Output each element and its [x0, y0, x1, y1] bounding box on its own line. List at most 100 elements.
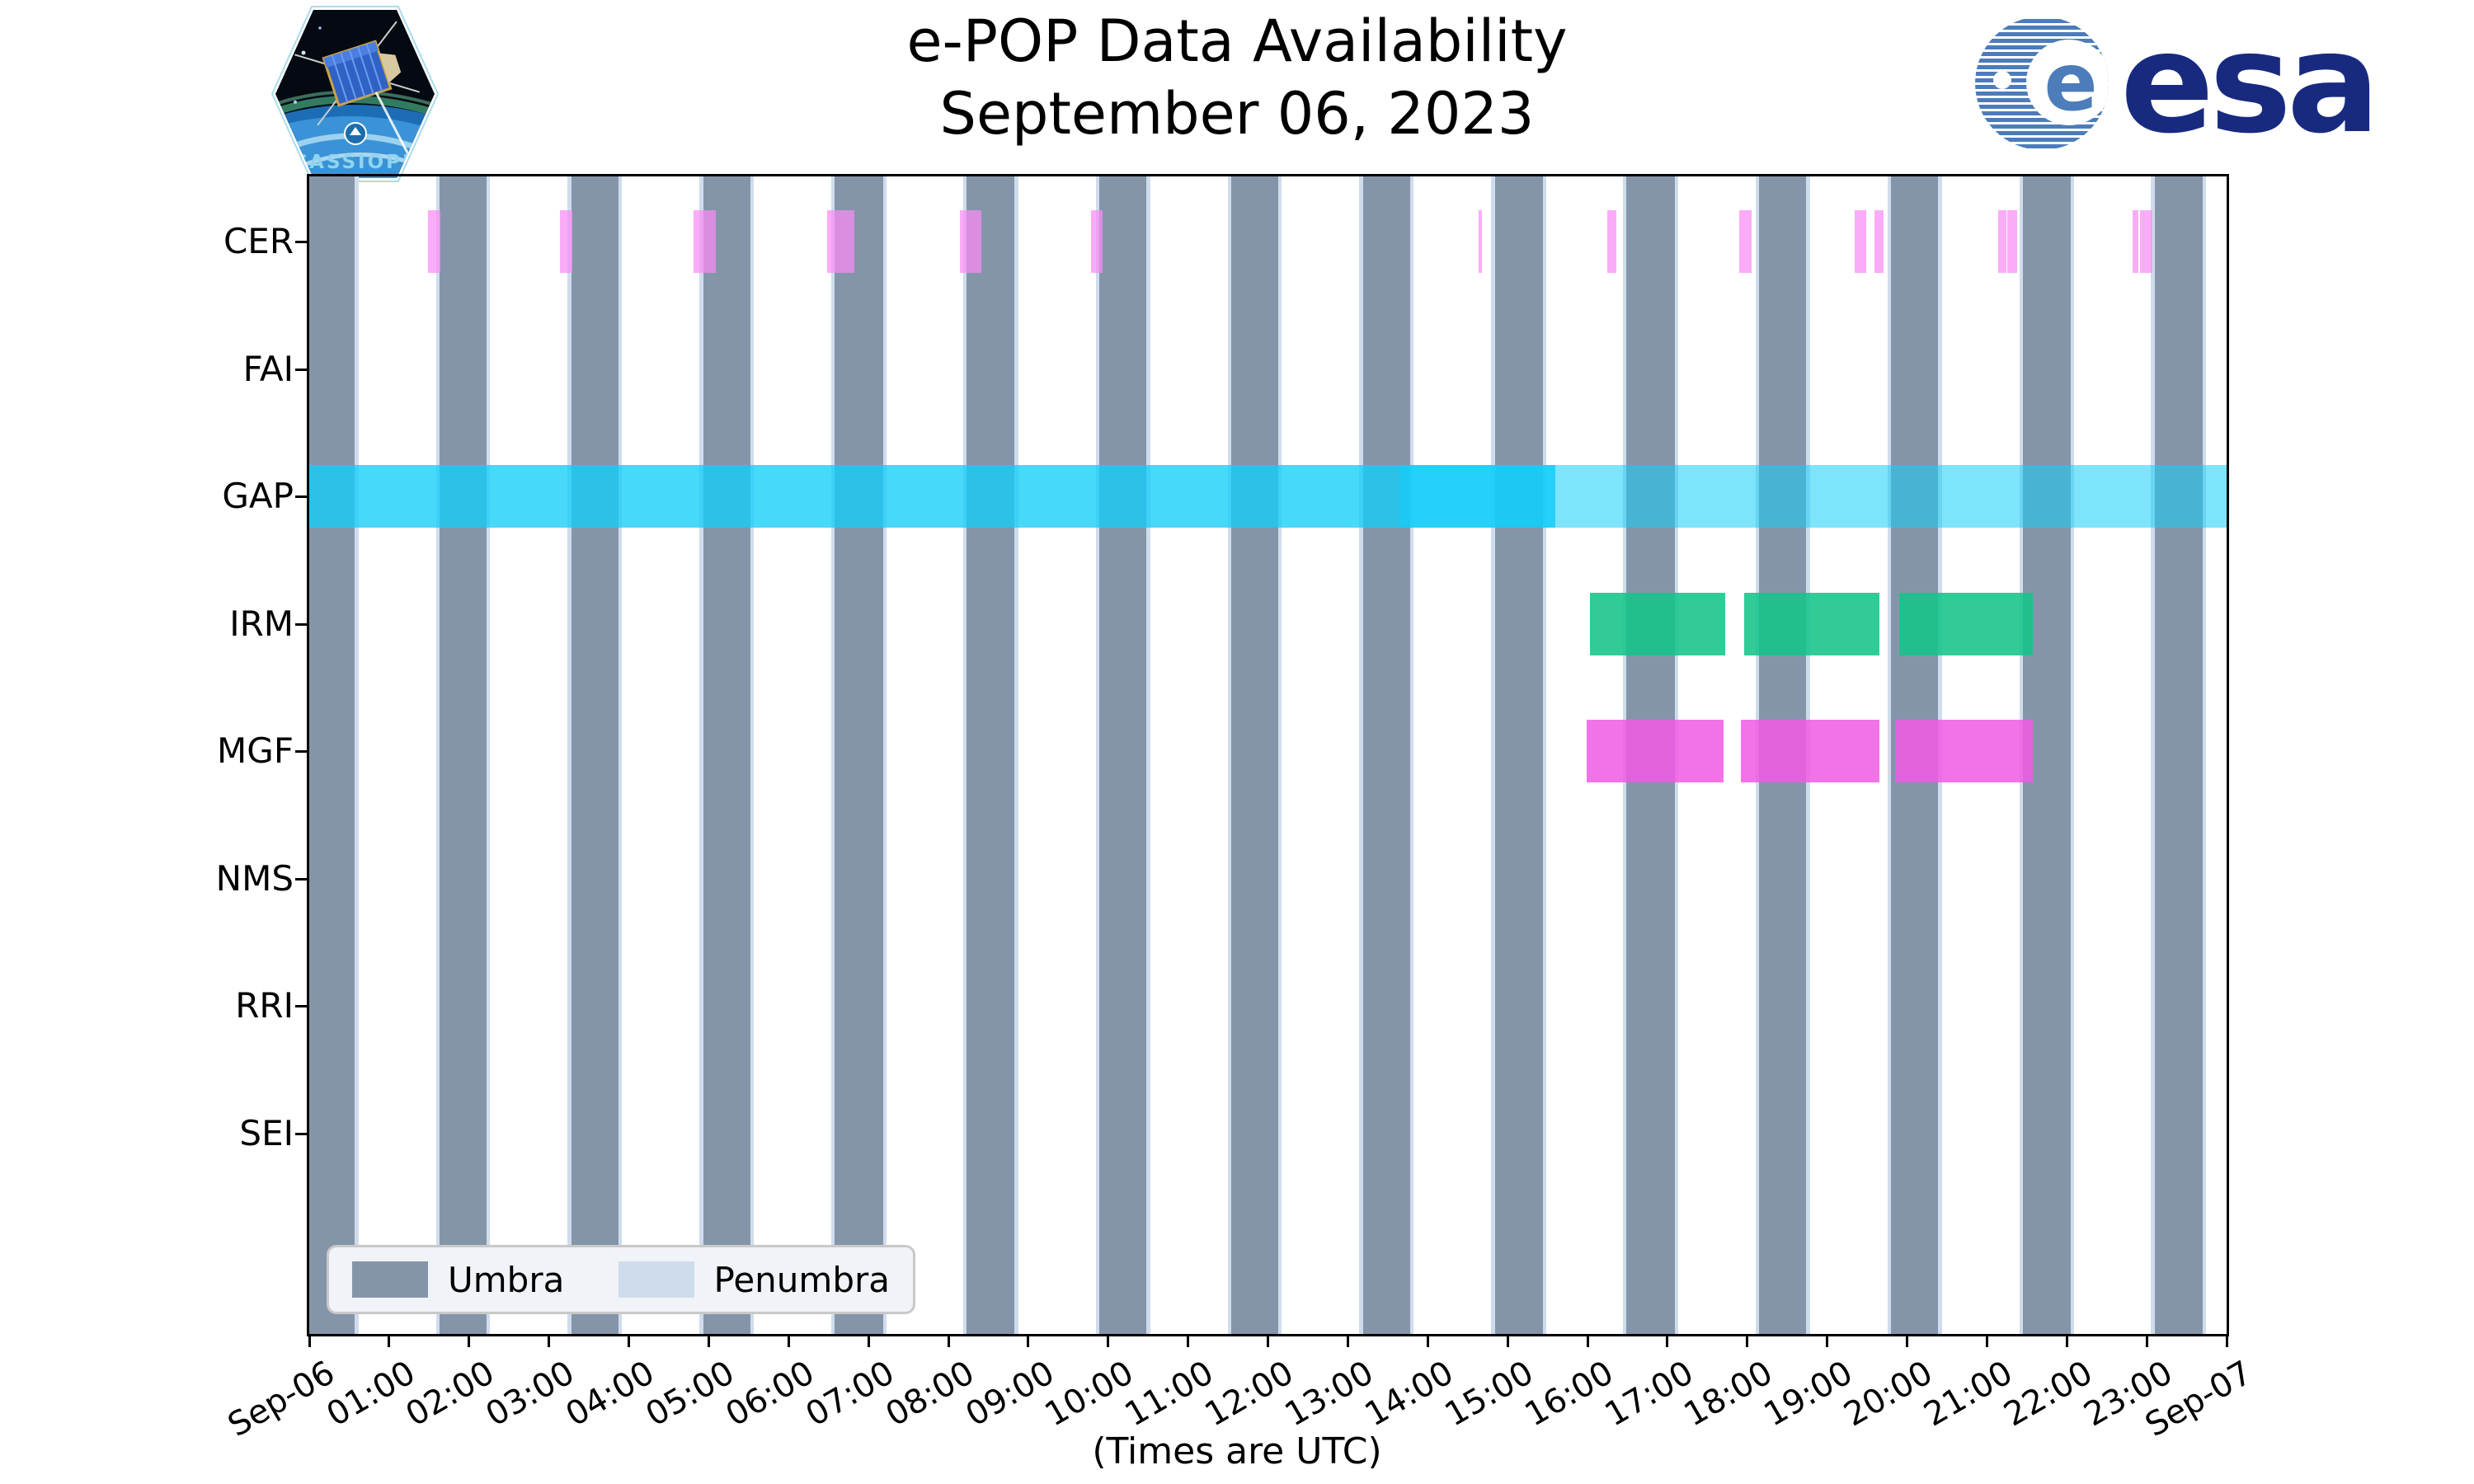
- umbra-band: [309, 176, 355, 1334]
- penumbra-band: [1491, 176, 1495, 1334]
- y-tick: [295, 1004, 309, 1007]
- umbra-band: [1494, 176, 1543, 1334]
- y-tick: [295, 240, 309, 243]
- x-tick-label: 04:00: [559, 1354, 661, 1435]
- umbra-band: [835, 176, 883, 1334]
- y-tick-label: IRM: [229, 603, 294, 644]
- penumbra-band: [1542, 176, 1547, 1334]
- penumbra-band: [750, 176, 755, 1334]
- y-tick-label: SEI: [239, 1113, 294, 1153]
- esa-emblem-letter: e: [2044, 36, 2098, 129]
- x-tick-label: 18:00: [1677, 1354, 1780, 1435]
- chart-title-block: e-POP Data Availability September 06, 20…: [0, 5, 2474, 150]
- cer-data-bar: [1479, 210, 1483, 273]
- umbra-swatch: [352, 1261, 428, 1298]
- cassiope-patch-icon: CASSIOPE: [270, 6, 440, 182]
- x-tick: [1826, 1334, 1829, 1347]
- x-tick-label: 12:00: [1198, 1354, 1300, 1435]
- y-tick: [295, 1132, 309, 1135]
- x-tick: [2065, 1334, 2068, 1347]
- y-tick-label: RRI: [235, 985, 294, 1026]
- x-tick: [787, 1334, 790, 1347]
- y-tick-label: GAP: [222, 476, 294, 516]
- penumbra-band: [2151, 176, 2155, 1334]
- x-tick: [2145, 1334, 2148, 1347]
- cer-data-bar: [2006, 210, 2018, 273]
- x-tick: [1506, 1334, 1509, 1347]
- umbra-band: [2154, 176, 2203, 1334]
- y-tick: [295, 622, 309, 626]
- gap-data-bar: [1400, 465, 1556, 528]
- umbra-band: [703, 176, 750, 1334]
- mgf-data-bar: [1741, 720, 1879, 782]
- penumbra-band: [831, 176, 835, 1334]
- x-tick-label: 19:00: [1757, 1354, 1860, 1435]
- x-axis-caption: (Times are UTC): [1092, 1430, 1382, 1472]
- cer-data-bar: [1739, 210, 1752, 273]
- irm-data-bar: [1589, 593, 1725, 655]
- penumbra-band: [1887, 176, 1892, 1334]
- y-tick-label: MGF: [217, 730, 294, 771]
- umbra-band: [1362, 176, 1410, 1334]
- esa-emblem-icon: e: [1975, 16, 2109, 150]
- x-tick: [1187, 1334, 1190, 1347]
- x-tick-label: 11:00: [1118, 1354, 1221, 1435]
- x-tick: [867, 1334, 870, 1347]
- x-tick-label: 03:00: [479, 1354, 581, 1435]
- x-tick-label: 13:00: [1278, 1354, 1380, 1435]
- mgf-data-bar: [1894, 720, 2033, 782]
- penumbra-band: [355, 176, 359, 1334]
- x-tick-label: 15:00: [1438, 1354, 1540, 1435]
- esa-emblem-dot: [1993, 71, 2011, 89]
- penumbra-band: [2071, 176, 2075, 1334]
- x-tick-label: 06:00: [719, 1354, 821, 1435]
- penumbra-legend-label: Penumbra: [713, 1259, 891, 1300]
- cassiope-patch-label: CASSIOPE: [293, 152, 417, 173]
- gap-data-bar: [1555, 465, 2227, 528]
- cer-data-bar: [693, 210, 717, 273]
- legend-item-umbra: Umbra: [352, 1260, 597, 1300]
- legend: Umbra Penumbra: [327, 1245, 915, 1314]
- x-tick-label: 02:00: [399, 1354, 501, 1435]
- x-tick: [1027, 1334, 1030, 1347]
- esa-logo: e esa: [1975, 14, 2380, 153]
- penumbra-band: [435, 176, 440, 1334]
- umbra-band: [1230, 176, 1279, 1334]
- y-tick-label: NMS: [215, 858, 294, 899]
- x-tick-label: 20:00: [1837, 1354, 1940, 1435]
- x-tick: [1746, 1334, 1749, 1347]
- x-tick-label: 05:00: [639, 1354, 741, 1435]
- x-tick: [1267, 1334, 1269, 1347]
- mgf-data-bar: [1587, 720, 1724, 782]
- umbra-band: [967, 176, 1015, 1334]
- penumbra-band: [567, 176, 571, 1334]
- penumbra-swatch: [618, 1261, 694, 1298]
- cer-data-bar: [560, 210, 572, 273]
- irm-data-bar: [1743, 593, 1879, 655]
- x-tick: [1107, 1334, 1110, 1347]
- x-tick: [388, 1334, 391, 1347]
- x-tick-label: 10:00: [1038, 1354, 1141, 1435]
- cer-data-bar: [1607, 210, 1616, 273]
- cassiope-mission-patch: CASSIOPE: [270, 3, 440, 188]
- umbra-legend-label: Umbra: [448, 1259, 565, 1300]
- penumbra-band: [1409, 176, 1414, 1334]
- penumbra-band: [618, 176, 623, 1334]
- x-tick: [1586, 1334, 1589, 1347]
- x-tick: [1906, 1334, 1908, 1347]
- umbra-band: [1099, 176, 1147, 1334]
- penumbra-band: [1095, 176, 1100, 1334]
- penumbra-band: [2202, 176, 2207, 1334]
- x-tick: [1346, 1334, 1349, 1347]
- cer-data-bar: [2140, 210, 2152, 273]
- cer-data-bar: [1091, 210, 1103, 273]
- cer-data-bar: [2132, 210, 2139, 273]
- y-tick-label: CER: [223, 221, 294, 261]
- y-tick-label: FAI: [242, 349, 294, 389]
- chart-title: e-POP Data Availability: [906, 7, 1568, 75]
- esa-emblem-crescent: [2026, 40, 2109, 125]
- satellite-icon: [294, 21, 421, 126]
- irm-data-bar: [1898, 593, 2033, 655]
- cer-data-bar: [428, 210, 440, 273]
